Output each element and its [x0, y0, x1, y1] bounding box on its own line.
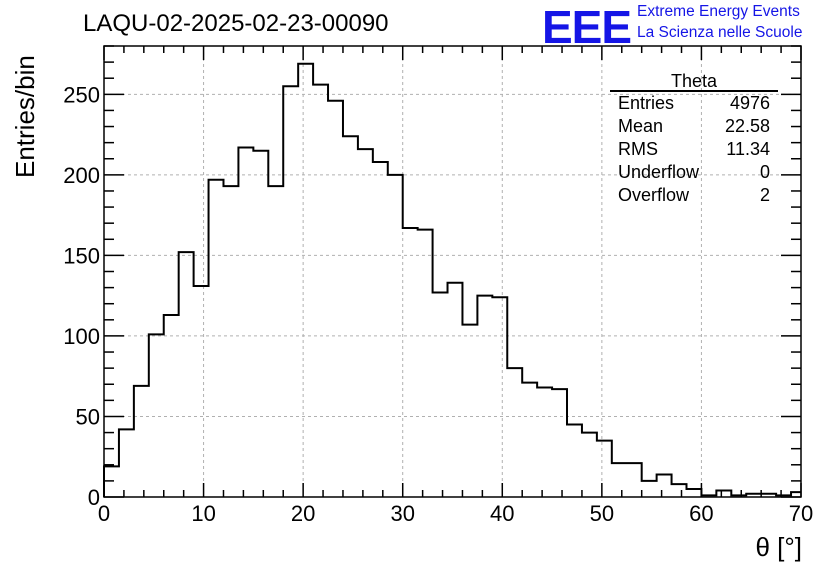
x-tick-label: 70	[789, 501, 813, 526]
logo-text-line1: Extreme Energy Events	[637, 3, 800, 20]
stats-row: Underflow 0	[610, 161, 778, 184]
stats-value: 0	[759, 162, 770, 182]
x-tick-label: 40	[490, 501, 514, 526]
stats-value: 11.34	[726, 139, 770, 159]
histogram-series	[103, 62, 801, 497]
stats-row: Overflow 2	[610, 184, 778, 207]
x-tick-label: 30	[390, 501, 414, 526]
stats-label: Mean	[618, 116, 664, 136]
stats-label: Overflow	[618, 185, 690, 205]
y-tick-label: 200	[63, 163, 100, 188]
stats-row: Entries 4976	[610, 92, 778, 115]
stats-label: Underflow	[618, 162, 700, 182]
x-tick-label: 0	[98, 501, 110, 526]
stats-value: 4976	[729, 93, 770, 113]
y-axis-label: Entries/bin	[10, 55, 40, 178]
y-tick-label: 150	[63, 243, 100, 268]
chart-title: LAQU-02-2025-02-23-00090	[83, 10, 389, 37]
y-tick-label: 100	[63, 324, 100, 349]
x-tick-label: 50	[590, 501, 614, 526]
y-tick-label: 250	[63, 82, 100, 107]
y-tick-label: 0	[88, 485, 100, 510]
y-tick-label: 50	[76, 404, 100, 429]
stats-row: RMS 11.34	[610, 138, 778, 161]
x-tick-label: 20	[291, 501, 315, 526]
x-axis-label: θ [°]	[755, 532, 802, 562]
logo-text-line2: La Scienza nelle Scuole	[637, 24, 803, 41]
axis-ticks	[103, 45, 802, 498]
x-tick-label: 10	[191, 501, 215, 526]
x-tick-label: 60	[689, 501, 713, 526]
stats-row: Mean 22.58	[610, 115, 778, 138]
stats-label: Entries	[618, 93, 675, 113]
stats-label: RMS	[618, 139, 658, 159]
stats-box: Theta Entries 4976 Mean 22.58 RMS 11.34 …	[610, 72, 778, 207]
stats-value: 2	[759, 185, 770, 205]
eee-logo: EEE	[542, 1, 632, 53]
stats-value: 22.58	[724, 116, 770, 136]
stats-title: Theta	[610, 72, 778, 92]
grid-lines	[104, 46, 801, 497]
